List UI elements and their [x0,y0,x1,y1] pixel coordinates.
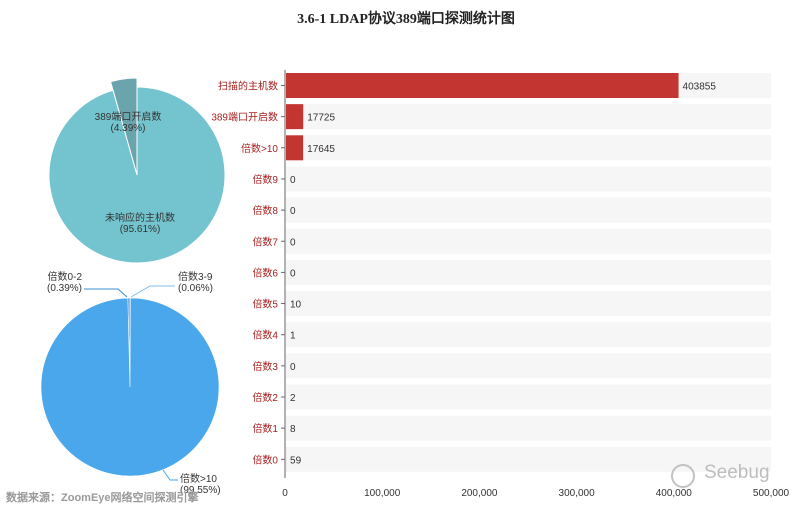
bar-x-tick-label: 0 [282,488,288,499]
pie2-slice-percent: (0.06%) [178,283,213,294]
bar-value-label: 403855 [683,82,717,93]
pie2-slice-percent: (99.55%) [180,485,221,496]
bar-value-label: 10 [290,300,302,311]
pie2-leader-line [162,469,178,481]
bar-category-label: 倍数1 [252,422,278,435]
bar-category-label: 倍数5 [252,298,278,311]
bar-category-label: 倍数9 [252,173,278,186]
bar-value-label: 1 [290,331,296,342]
bar-x-tick-label: 400,000 [656,488,693,499]
bar-value-label: 59 [290,455,302,466]
bar-track [286,446,771,472]
bar-value-label: 0 [290,268,296,279]
pie2-slice-label: 倍数0-2 [48,270,83,283]
bar-value-label: 0 [290,362,296,373]
bar-category-label: 倍数8 [252,204,278,217]
bar-value-label: 0 [290,175,296,186]
bar-category-label: 倍数3 [252,360,278,373]
pie1-slice [48,86,226,264]
pie1-slice-label: 389端口开启数 [95,110,162,123]
bar-x-tick-label: 200,000 [461,488,498,499]
pie2-slice [40,297,220,477]
bar-x-tick-label: 500,000 [753,488,790,499]
bar-track [286,415,771,441]
bar-value-label: 2 [290,393,296,404]
bar-category-label: 389端口开启数 [211,111,278,124]
bar-track [286,166,771,192]
source-note: 数据来源：ZoomEye网络空间探测引擎 [6,492,199,504]
watermark-text: Seebug [704,462,770,483]
bar-value-label: 17645 [307,144,335,155]
bar-category-label: 倍数4 [252,329,278,342]
bar-track [286,291,771,317]
bar-track [286,228,771,254]
bar [286,104,304,130]
bar-track [286,259,771,285]
bar [286,73,679,98]
bar-category-label: 倍数0 [252,453,278,466]
bar-x-tick-label: 100,000 [364,488,401,499]
pie1-slice-percent: (95.61%) [120,224,161,235]
bar-category-label: 倍数6 [252,266,278,279]
bar-category-label: 倍数>10 [241,142,278,155]
pie2-leader-line [130,285,175,298]
bar-value-label: 17725 [307,113,335,124]
pie2-slice-label: 倍数3-9 [178,270,213,283]
pie1-slice-percent: (4.39%) [110,123,145,134]
bar-x-tick-label: 300,000 [559,488,596,499]
bar [286,135,304,161]
bar-track [286,197,771,223]
bar-value-label: 0 [290,237,296,248]
pie2-leader-line [84,288,128,298]
chart-title: 3.6-1 LDAP协议389端口探测统计图 [297,12,515,27]
bar-category-label: 倍数7 [252,235,278,248]
bar-category-label: 扫描的主机数 [218,80,278,93]
bar-track [286,104,771,130]
pie2-slice-label: 倍数>10 [180,472,217,485]
bar-track [286,353,771,379]
bar-track [286,135,771,161]
seebug-logo-icon [671,464,695,488]
bar-track [286,384,771,410]
bar-value-label: 8 [290,424,296,435]
bar-value-label: 0 [290,206,296,217]
bar-category-label: 倍数2 [252,391,278,404]
bar-track [286,322,771,348]
pie2-slice-percent: (0.39%) [47,283,82,294]
pie1-slice-label: 未响应的主机数 [105,211,175,224]
